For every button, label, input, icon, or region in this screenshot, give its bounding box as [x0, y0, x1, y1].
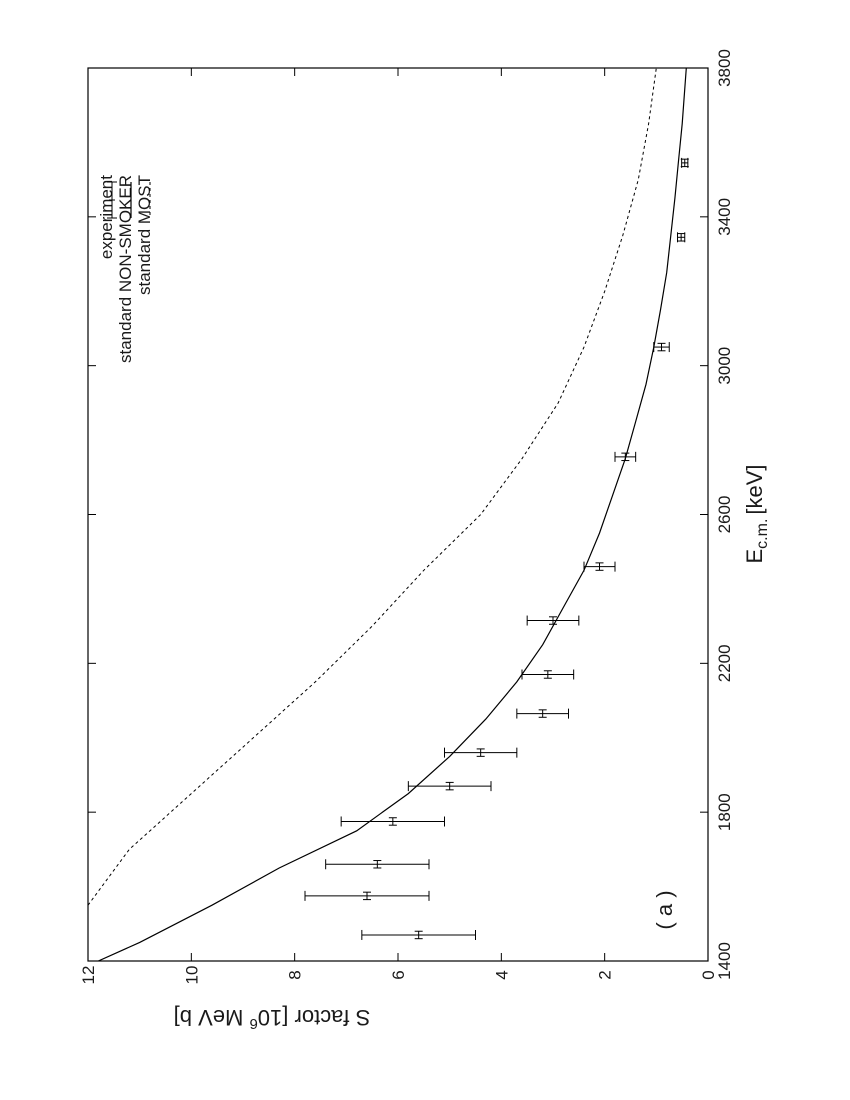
experiment-point: [516, 708, 569, 719]
y-tick-label: 8: [286, 970, 305, 979]
data-series: [88, 68, 689, 961]
y-tick-label: 0: [699, 970, 718, 979]
x-tick-label: 1400: [715, 942, 734, 980]
experiment-point: [361, 929, 476, 940]
y-tick-label: 4: [492, 970, 511, 979]
legend-label-most: standard MOST: [135, 175, 154, 295]
panel-label: ( a ): [652, 890, 677, 929]
experiment-point: [526, 615, 580, 626]
experiment-point: [304, 890, 430, 901]
legend-entry-experiment: experiment: [97, 175, 117, 259]
legend-label-non-smoker: standard NON-SMOKER: [116, 175, 135, 363]
legend-label-experiment: experiment: [97, 175, 116, 259]
legend-entry-most: standard MOST: [135, 175, 154, 295]
plot-frame: [87, 67, 709, 962]
x-axis-ticks: 1400 1800 2200 2600 3000 3400 3800: [88, 49, 734, 980]
x-tick-label: 3000: [715, 347, 734, 385]
experiment-point: [677, 232, 686, 243]
series-most-line: [88, 68, 657, 906]
y-tick-label: 12: [79, 966, 98, 985]
y-tick-label: 6: [389, 970, 408, 979]
experiment-point: [614, 451, 637, 462]
legend: experiment standard NON-SMOKER standard …: [97, 175, 154, 363]
experiment-point: [653, 342, 670, 353]
x-tick-label: 3800: [715, 49, 734, 87]
y-tick-label: 2: [596, 970, 615, 979]
y-axis-title: S factor [106 MeV b]: [174, 1005, 371, 1032]
x-tick-label: 3400: [715, 198, 734, 236]
legend-entry-non-smoker: standard NON-SMOKER: [116, 175, 135, 363]
y-axis-ticks: 0 2 4 6 8 10 12: [79, 68, 718, 984]
experiment-point: [325, 859, 430, 870]
experiment-point: [444, 747, 518, 758]
series-non-smoker-line: [98, 68, 687, 961]
x-tick-label: 2600: [715, 496, 734, 534]
y-tick-label: 10: [182, 966, 201, 985]
x-tick-label: 1800: [715, 793, 734, 831]
x-axis-title: Ec.m.[keV]: [742, 464, 771, 563]
experiment-point: [680, 157, 689, 168]
experiment-point: [521, 669, 575, 680]
experiment-point: [340, 816, 445, 827]
series-experiment: [304, 157, 689, 940]
experiment-point: [407, 781, 492, 792]
x-tick-label: 2200: [715, 644, 734, 682]
experiment-point: [583, 561, 616, 572]
